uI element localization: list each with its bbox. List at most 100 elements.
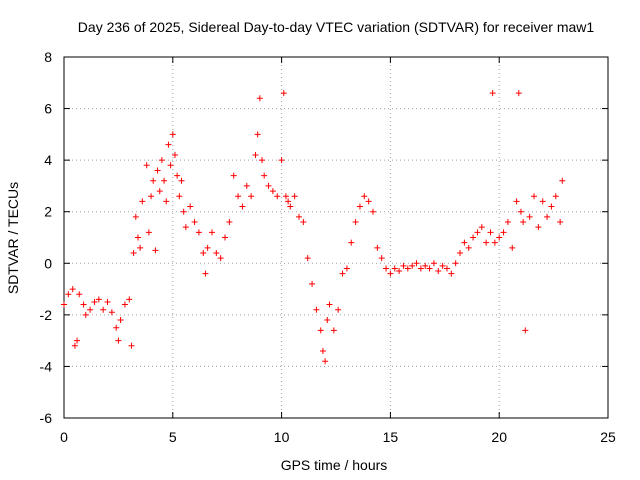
data-point [387, 270, 394, 277]
data-point [145, 229, 152, 236]
data-point [158, 157, 165, 164]
data-point [352, 219, 359, 226]
data-point [296, 213, 303, 220]
data-point [531, 193, 538, 200]
data-point [235, 193, 242, 200]
data-point [304, 255, 311, 262]
data-point [248, 193, 255, 200]
data-point [343, 265, 350, 272]
data-point [165, 141, 172, 148]
data-point [435, 268, 442, 275]
data-point [239, 203, 246, 210]
data-point [309, 280, 316, 287]
y-tick-label: -4 [40, 358, 53, 374]
data-point [148, 193, 155, 200]
data-point [150, 177, 157, 184]
data-point [324, 317, 331, 324]
data-point [132, 213, 139, 220]
data-point [202, 270, 209, 277]
data-point [369, 208, 376, 215]
data-point [522, 327, 529, 334]
data-point [222, 234, 229, 241]
data-point [326, 301, 333, 308]
data-point [317, 327, 324, 334]
data-point [161, 177, 168, 184]
data-point [457, 249, 464, 256]
data-point [163, 198, 170, 205]
data-point [259, 157, 266, 164]
data-point [348, 239, 355, 246]
data-point [322, 358, 329, 365]
plot-frame [63, 56, 609, 419]
data-point [487, 229, 494, 236]
data-point [154, 167, 161, 174]
data-point [535, 224, 542, 231]
data-point [130, 249, 137, 256]
data-point [526, 213, 533, 220]
data-point [335, 306, 342, 313]
data-point [156, 188, 163, 195]
data-point [557, 219, 564, 226]
data-point [552, 193, 559, 200]
data-point [383, 265, 390, 272]
data-point [171, 151, 178, 158]
data-point [100, 306, 107, 313]
y-tick-label: -6 [40, 410, 53, 426]
data-point [217, 255, 224, 262]
data-point [361, 193, 368, 200]
data-point [430, 260, 437, 267]
y-tick-label: 2 [44, 204, 52, 220]
data-point [404, 265, 411, 272]
data-point [195, 229, 202, 236]
data-point [108, 309, 115, 316]
data-point [300, 219, 307, 226]
data-point [465, 244, 472, 251]
data-point [230, 172, 237, 179]
data-point [69, 286, 76, 293]
data-point [391, 265, 398, 272]
data-point [134, 234, 141, 241]
data-point [265, 182, 272, 189]
data-point [243, 182, 250, 189]
data-point [204, 244, 211, 251]
y-tick-label: 6 [44, 101, 52, 117]
data-point [226, 219, 233, 226]
grid [64, 57, 608, 418]
data-point [252, 151, 259, 158]
data-point [278, 157, 285, 164]
data-point [187, 203, 194, 210]
data-point [82, 311, 89, 318]
y-tick-label: 0 [44, 255, 52, 271]
data-point [448, 270, 455, 277]
data-point [287, 203, 294, 210]
data-point [65, 291, 72, 298]
data-point [143, 162, 150, 169]
chart-title: Day 236 of 2025, Sidereal Day-to-day VTE… [78, 19, 595, 35]
data-point [291, 193, 298, 200]
data-point [61, 301, 67, 308]
data-point [95, 296, 102, 303]
data-point [152, 247, 159, 254]
data-point [269, 188, 276, 195]
data-point [539, 198, 546, 205]
data-point [80, 301, 87, 308]
data-point [330, 327, 337, 334]
data-point [478, 224, 485, 231]
data-point [174, 172, 181, 179]
data-point [513, 198, 520, 205]
data-point [167, 162, 174, 169]
data-point [261, 172, 268, 179]
data-point [200, 249, 207, 256]
data-point [544, 213, 551, 220]
data-point [256, 95, 263, 102]
data-point [74, 337, 81, 344]
data-point [213, 249, 220, 256]
x-tick-label: 25 [600, 429, 616, 445]
data-point [396, 268, 403, 275]
axis-ticks: 0 5 10 15 20 25 -6 -4 -2 0 2 4 6 8 [40, 49, 616, 445]
data-point [496, 234, 503, 241]
data-point [285, 198, 292, 205]
x-tick-label: 20 [491, 429, 507, 445]
data-point [413, 260, 420, 267]
